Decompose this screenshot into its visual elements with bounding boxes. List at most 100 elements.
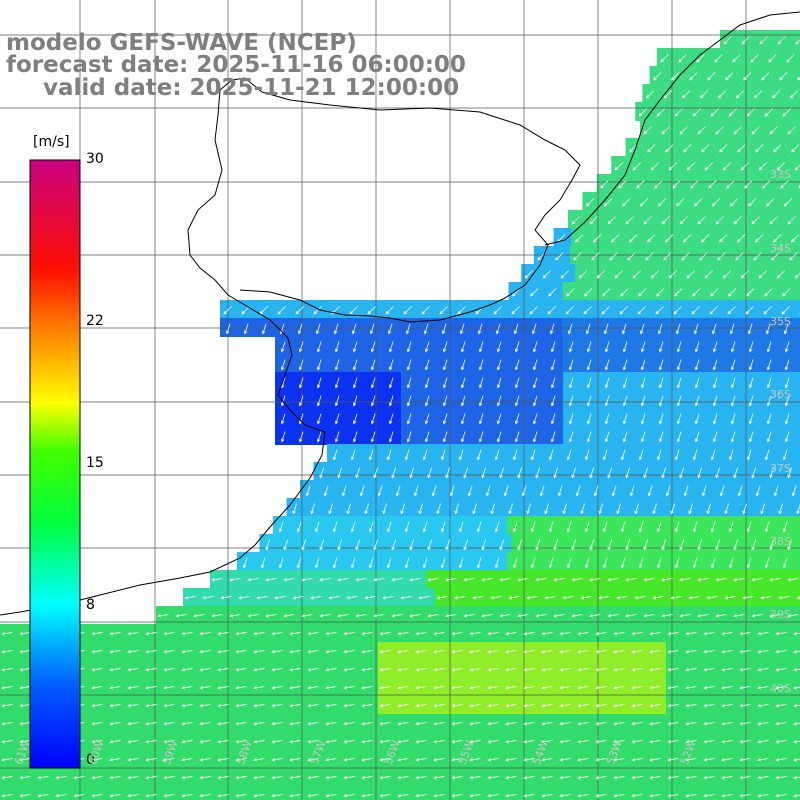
wind-cell [671,102,691,121]
wind-arrow [109,793,121,798]
wind-cell [653,102,673,121]
wind-arrow [343,703,355,708]
wind-arrow [397,757,409,762]
wind-cell [437,426,456,445]
wind-arrow [726,180,735,189]
wind-cell [720,624,739,643]
wind-arrow [361,739,373,744]
wind-cell [340,498,360,517]
wind-arrow [755,485,761,497]
wind-cell [796,282,800,301]
wind-arrow [667,649,679,654]
wind-cell [756,30,775,49]
wind-cell [661,228,681,247]
wind-cell [597,552,616,571]
wind-cell [126,714,145,733]
wind-cell [634,282,654,301]
wind-arrow [397,685,409,690]
wind-arrow [487,667,499,672]
wind-cell [0,696,19,715]
wind-arrow [577,721,589,726]
wind-arrow [343,631,355,636]
wind-cell [696,84,716,103]
wind-arrow [505,631,517,636]
wind-cell [509,426,528,445]
wind-arrow [532,341,538,353]
wind-cell [198,696,217,715]
wind-arrow [777,36,786,45]
wind-cell [589,228,609,247]
wind-cell [430,498,450,517]
wind-arrow [747,198,757,207]
wind-cell [655,462,675,481]
wind-arrow [715,467,720,479]
wind-arrow [271,739,283,744]
wind-cell [630,624,649,643]
wind-cell [768,480,787,499]
wind-cell [329,354,348,373]
wind-arrow [415,739,427,744]
latitude-label: 37S [770,462,791,475]
wind-arrow [145,721,157,726]
wind-arrow [352,377,358,389]
wind-arrow [759,36,768,45]
wind-arrow [476,557,482,569]
wind-cell [582,192,602,211]
wind-arrow [469,649,481,654]
wind-arrow [328,503,333,515]
wind-cell [615,552,634,571]
wind-arrow [379,685,391,690]
wind-cell [270,732,289,751]
wind-arrow [175,613,187,618]
wind-cell [504,678,523,697]
wind-cell [489,552,508,571]
wind-cell [649,66,669,85]
wind-cell [419,372,438,391]
wind-arrow [541,649,553,654]
wind-arrow [694,359,700,371]
wind-cell [563,336,582,355]
wind-arrow [679,467,684,479]
wind-arrow [796,595,800,600]
wind-arrow [645,90,655,99]
wind-arrow [433,685,445,690]
wind-cell [472,318,491,337]
wind-cell [432,750,451,769]
wind-arrow [789,90,799,99]
wind-cell [756,678,775,697]
wind-arrow [404,521,410,533]
wind-arrow [548,288,557,297]
wind-cell [685,66,705,85]
wind-cell [450,642,469,661]
wind-arrow [643,539,648,551]
wind-cell [291,588,310,607]
wind-cell [759,552,778,571]
wind-cell [311,408,330,427]
wind-cell [630,750,649,769]
wind-arrow [670,595,682,600]
wind-arrow [361,757,373,762]
wind-cell [180,624,199,643]
wind-arrow [613,757,625,762]
wind-cell [90,714,109,733]
wind-arrow [712,431,718,443]
wind-cell [252,768,271,787]
wind-cell [0,678,19,697]
wind-arrow [163,721,175,726]
wind-cell [571,228,591,247]
wind-arrow [211,577,223,582]
wind-arrow [683,234,692,243]
wind-cell [796,318,800,337]
wind-cell [396,696,415,715]
wind-arrow [463,577,475,582]
wind-cell [637,534,657,553]
wind-cell [126,696,145,715]
wind-cell [607,228,627,247]
wind-cell [210,606,229,625]
wind-cell [730,120,749,139]
wind-arrow [766,377,772,389]
wind-arrow [595,721,607,726]
wind-cell [581,426,600,445]
wind-arrow [652,595,664,600]
wind-arrow [544,595,556,600]
